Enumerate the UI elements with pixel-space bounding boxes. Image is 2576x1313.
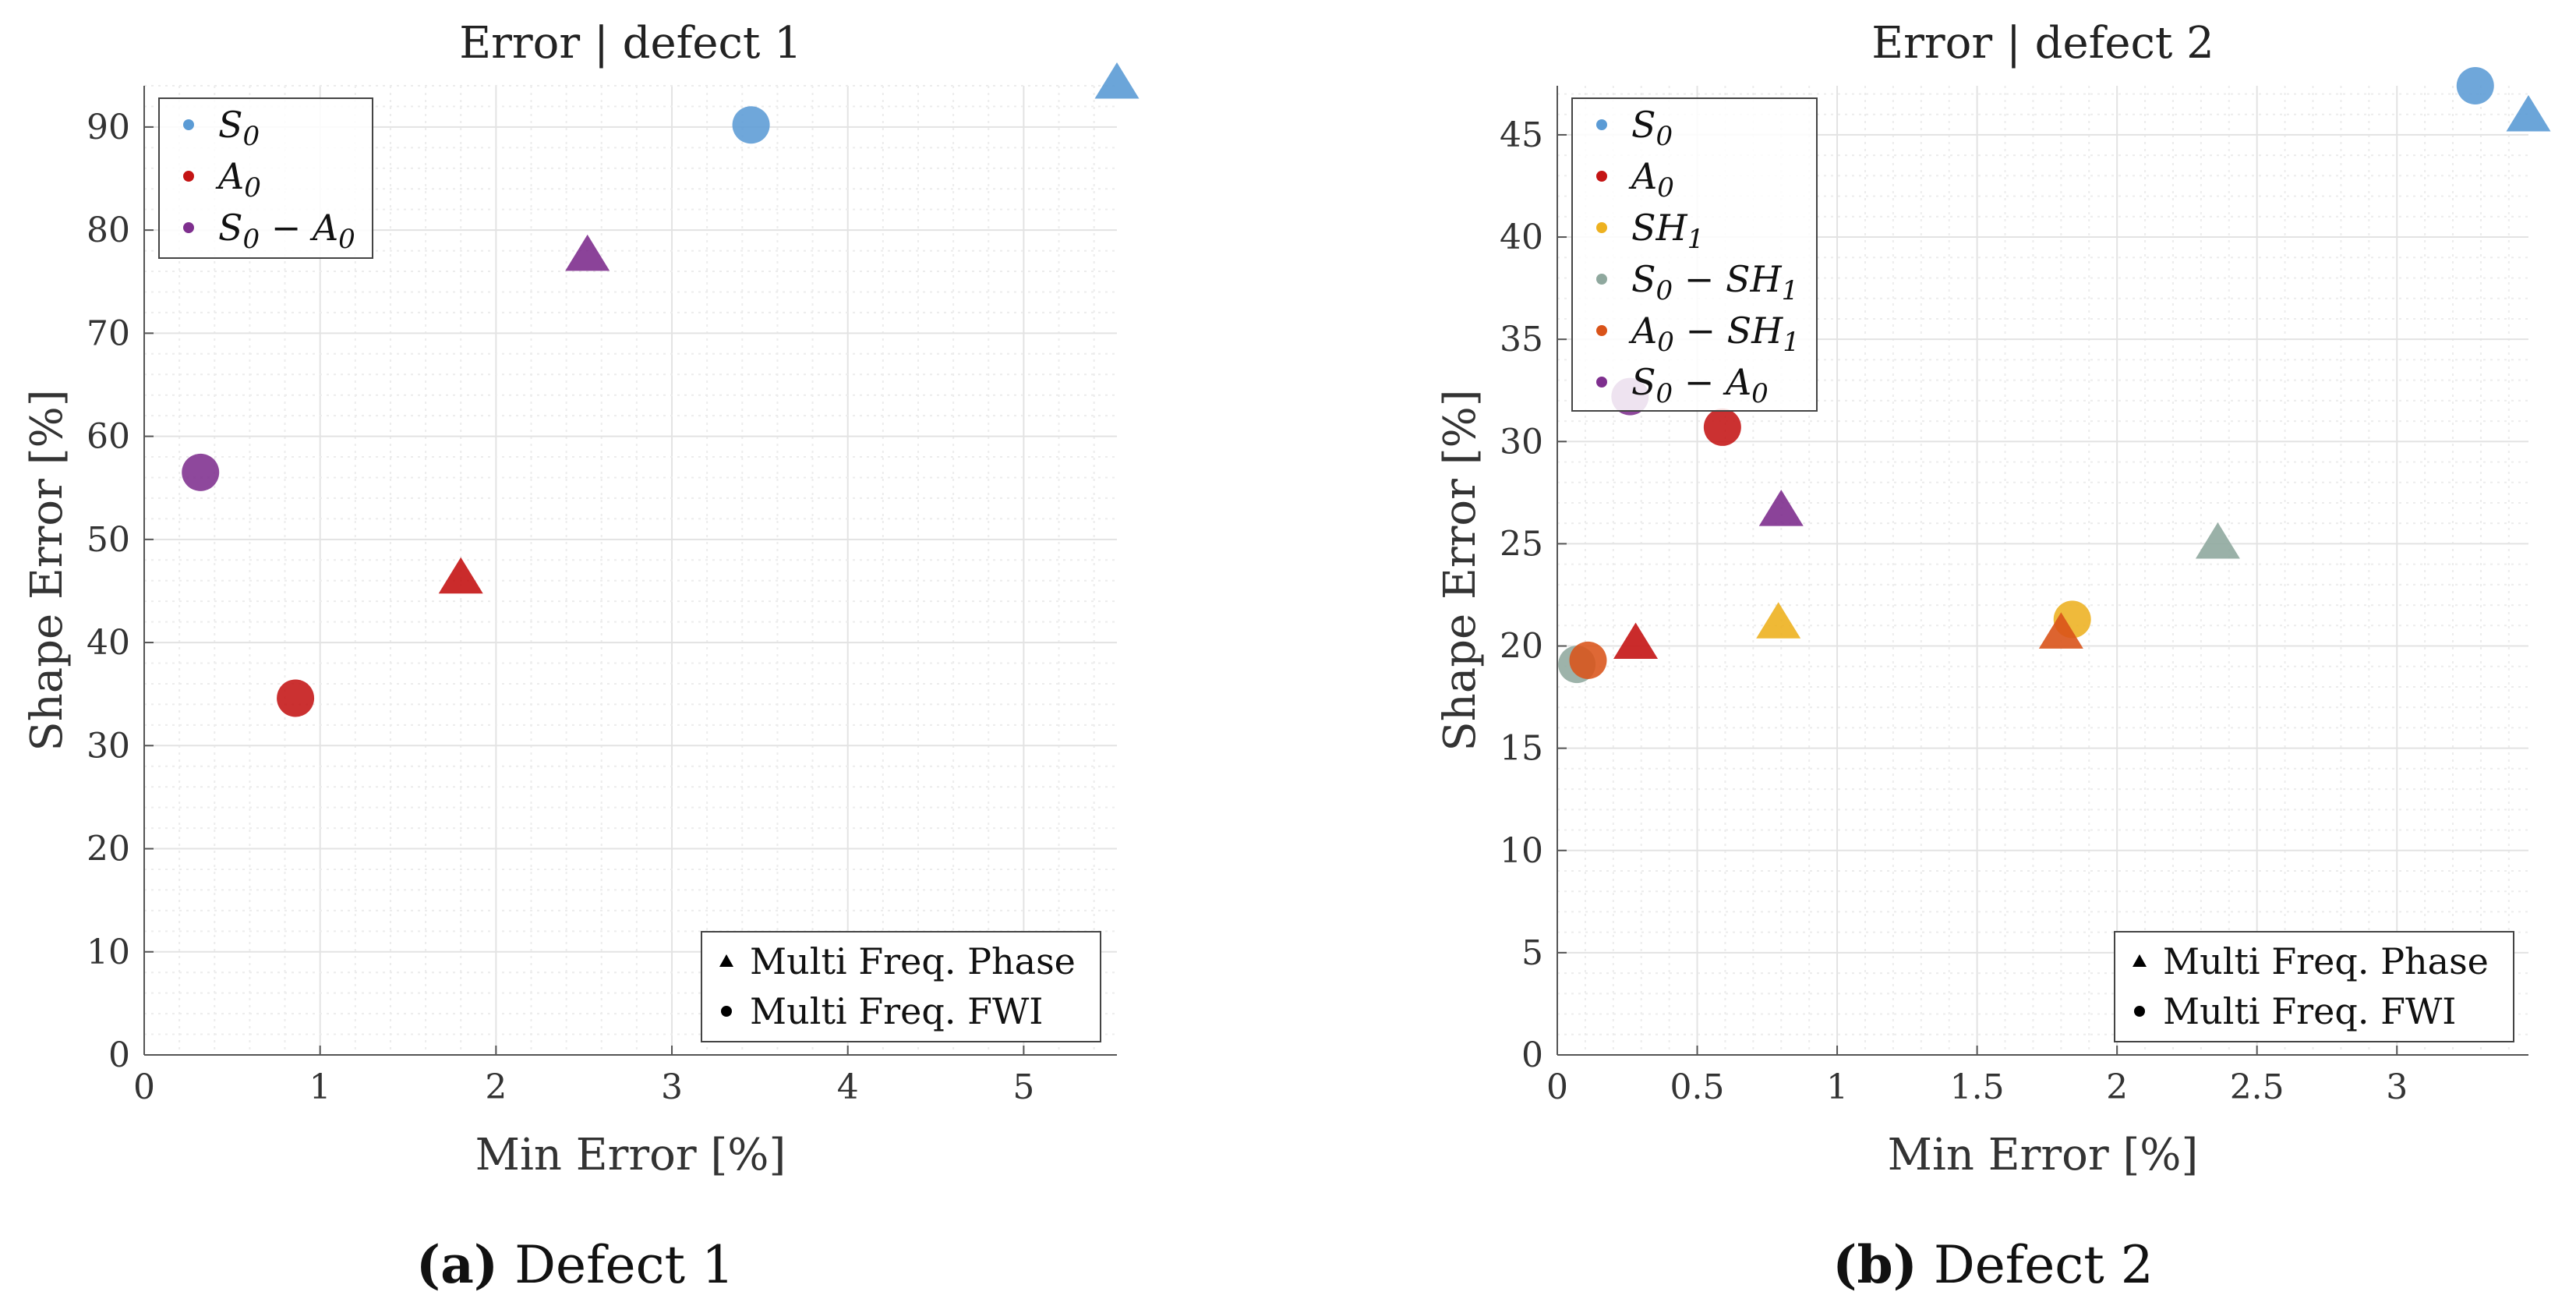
y-tick-label: 30 [1500,422,1543,462]
caption-text: Defect 2 [1917,1235,2154,1295]
triangle-point-a0 [438,557,483,594]
legend-box [1571,97,1818,412]
y-tick-label: 40 [1500,218,1543,257]
y-tick-label: 0 [1521,1035,1543,1075]
x-tick-label: 0 [133,1067,155,1107]
legend-label: S0​ [1631,104,1673,152]
y-tick-label: 10 [87,933,130,972]
legend-marker-icon [183,222,194,233]
x-tick-label: 0.5 [1670,1067,1725,1107]
marker-legend-label: Multi Freq. Phase [750,940,1076,982]
legend-marker-icon [183,119,194,130]
marker-legend-label: Multi Freq. FWI [750,990,1043,1032]
y-tick-label: 50 [87,520,130,560]
figure-caption: (a) Defect 1 [416,1234,734,1295]
y-tick-label: 45 [1500,115,1543,155]
legend-marker-icon [1596,325,1607,336]
legend-label: S0​ − A0​ [218,207,355,255]
y-tick-label: 35 [1500,320,1543,359]
circle-point-a0 [277,679,315,717]
y-axis-label: Shape Error [%] [22,389,72,751]
x-tick-label: 0 [1546,1067,1568,1107]
x-tick-label: 1 [309,1067,331,1107]
marker-legend: Multi Freq. Phase Multi Freq. FWI [2114,931,2514,1042]
y-tick-label: 20 [1500,627,1543,667]
triangle-point-s0 [1094,62,1140,99]
series-legend: S0​A0​SH1​S0​ − SH1​A0​ − SH1​S0​ − A0​ [1571,97,1818,412]
legend-box [158,97,373,259]
caption-text: Defect 1 [498,1235,734,1295]
marker-legend-label: Multi Freq. Phase [2163,940,2489,982]
triangle-point-a0 [1613,622,1659,660]
marker-legend-label: Multi Freq. FWI [2163,990,2456,1032]
legend-marker-icon [1596,274,1607,285]
chart-title: Error | defect 1 [459,18,802,69]
y-tick-label: 20 [87,830,130,869]
y-tick-label: 40 [87,623,130,663]
circle-point-s0a0 [182,453,220,491]
triangle-point-sh1 [1756,602,1801,639]
figure-caption: (b) Defect 2 [1832,1234,2154,1295]
x-tick-label: 4 [837,1067,859,1107]
x-axis-label: Min Error [%] [1888,1130,2199,1180]
x-tick-label: 2 [2106,1067,2128,1107]
legend-marker-icon [1596,377,1607,388]
triangle-marker-icon [2133,954,2147,967]
y-tick-label: 0 [108,1035,130,1075]
circle-point-s0 [732,106,770,144]
y-axis-label: Shape Error [%] [1435,389,1486,751]
legend-label: A0​ − SH1​ [1628,310,1800,358]
x-tick-label: 5 [1012,1067,1034,1107]
triangle-point-s0a0 [1758,490,1804,526]
triangle-point-a0sh1 [2038,612,2083,649]
y-tick-label: 25 [1500,524,1543,564]
x-tick-label: 3 [661,1067,683,1107]
x-tick-label: 2 [485,1067,507,1107]
legend-label: S0​ [218,104,260,152]
circle-point-a0 [1703,408,1741,446]
y-tick-label: 30 [87,726,130,766]
marker-legend-box [2114,931,2514,1042]
circle-marker-icon [721,1006,732,1017]
legend-label: S0​ − A0​ [1631,361,1769,409]
x-axis-label: Min Error [%] [475,1130,786,1180]
y-tick-label: 70 [87,313,130,353]
y-tick-label: 10 [1500,831,1543,871]
y-tick-label: 80 [87,211,130,250]
triangle-point-s0sh1 [2195,522,2240,559]
marker-legend: Multi Freq. Phase Multi Freq. FWI [701,931,1101,1042]
y-tick-label: 5 [1521,933,1543,973]
data-points [182,62,1140,717]
x-tick-label: 1.5 [1950,1067,2005,1107]
legend-marker-icon [1596,222,1607,233]
legend-label: A0​ [1628,155,1674,203]
legend-label: S0​ − SH1​ [1631,258,1798,306]
y-tick-label: 15 [1500,729,1543,769]
circle-point-s0 [2456,67,2494,104]
y-tick-label: 90 [87,108,130,147]
triangle-point-s0 [2506,94,2551,132]
series-legend: S0​A0​S0​ − A0​ [158,97,373,259]
x-tick-label: 3 [2386,1067,2408,1107]
circle-point-a0sh1 [1569,641,1607,679]
legend-marker-icon [1596,119,1607,130]
legend-label: A0​ [215,155,261,203]
y-tick-label: 60 [87,417,130,457]
circle-marker-icon [2134,1006,2145,1017]
marker-legend-box [701,931,1101,1042]
x-tick-label: 2.5 [2230,1067,2284,1107]
caption-tag: (b) [1832,1234,1917,1295]
triangle-marker-icon [719,954,733,967]
legend-label: SH1​ [1631,207,1704,255]
triangle-point-s0a0 [565,234,610,271]
legend-marker-icon [183,171,194,182]
caption-tag: (a) [416,1234,498,1295]
x-tick-label: 1 [1826,1067,1848,1107]
chart-title: Error | defect 2 [1871,18,2214,69]
legend-marker-icon [1596,171,1607,182]
